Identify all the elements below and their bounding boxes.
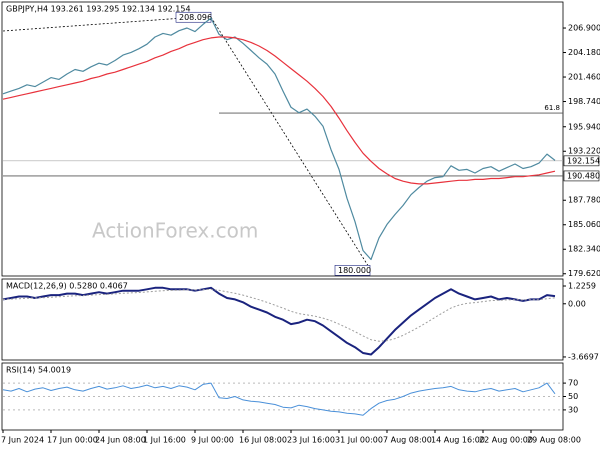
low-label: 180.000	[338, 266, 371, 275]
y-tick-label: 201.460	[568, 73, 600, 82]
y-tick-label: 1.2259	[568, 282, 596, 291]
y-tick-label: 198.740	[568, 97, 600, 106]
y-tick-label: 0.00	[568, 299, 586, 308]
x-tick-label: 23 Jul 16:00	[287, 436, 335, 445]
x-tick-label: 16 Jul 08:00	[239, 436, 287, 445]
high-label: 208.096	[179, 13, 212, 22]
pane-title: GBPJPY,H4 193.261 193.295 192.134 192.15…	[6, 5, 191, 14]
watermark: ActionForex.com	[92, 219, 258, 243]
trend-line	[210, 17, 372, 271]
series-line	[2, 286, 556, 356]
y-tick-label: 195.940	[568, 122, 600, 131]
high-tag	[175, 11, 212, 23]
support-tag	[563, 170, 600, 182]
x-tick-label: 29 Aug 08:00	[527, 436, 581, 445]
low-tag	[334, 265, 371, 276]
y-tick-label: 185.060	[568, 220, 600, 229]
y-tick-label: 70	[568, 379, 578, 388]
x-tick-label: 9 Jul 00:00	[191, 436, 234, 445]
support-label: 190.480	[567, 171, 600, 180]
x-tick-label: 24 Jun 08:00	[95, 436, 146, 445]
macd-pane	[1, 278, 564, 361]
series-line	[2, 17, 556, 261]
y-tick-label: 50	[568, 392, 578, 401]
y-tick-label: 182.340	[568, 245, 600, 254]
y-tick-label: 204.180	[568, 48, 600, 57]
series-line	[2, 288, 556, 342]
x-tick-label: 7 Jun 2024	[1, 436, 44, 445]
last-price-tag	[563, 155, 600, 167]
x-tick-label: 14 Aug 16:00	[431, 436, 485, 445]
pane-title: RSI(14) 54.0019	[6, 366, 71, 375]
pane-title: MACD(12,26,9) 0.5280 0.4067	[6, 282, 128, 291]
y-tick-label: 30	[568, 405, 578, 414]
x-tick-label: 1 Jul 16:00	[143, 436, 186, 445]
x-tick-label: 7 Aug 08:00	[383, 436, 432, 445]
y-tick-label: 187.780	[568, 196, 600, 205]
x-tick-label: 22 Aug 00:00	[479, 436, 533, 445]
fib-label: 61.8	[544, 104, 560, 112]
y-tick-label: 206.900	[568, 24, 600, 33]
y-tick-label: 179.620	[568, 269, 600, 278]
series-line	[2, 36, 556, 185]
y-tick-label: 193.220	[568, 147, 600, 156]
y-tick-label: -3.6697	[568, 352, 599, 361]
x-tick-label: 17 Jun 00:00	[47, 436, 98, 445]
last-price-label: 192.154	[567, 156, 600, 165]
series-line	[2, 382, 556, 416]
x-tick-label: 31 Jul 00:00	[335, 436, 383, 445]
price-pane	[1, 1, 564, 277]
